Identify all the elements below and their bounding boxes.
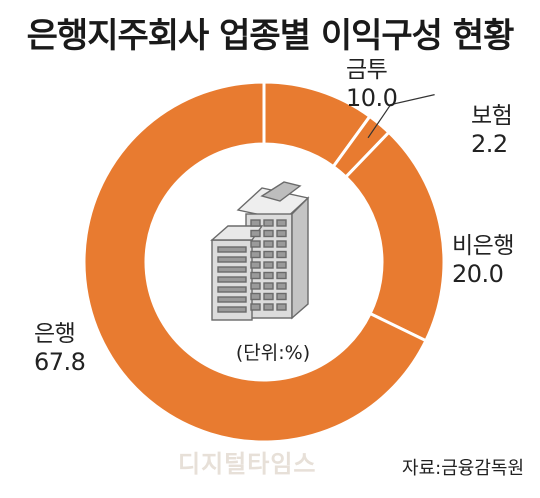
window [276, 229, 287, 238]
window [263, 250, 274, 259]
leader-line-group [367, 94, 435, 139]
window [263, 219, 274, 227]
slice-label-name: 비은행 [452, 233, 514, 259]
window [263, 271, 274, 280]
window [217, 256, 247, 263]
window [217, 306, 247, 313]
window [217, 296, 247, 303]
slice-label-value: 10.0 [346, 84, 398, 112]
window [263, 303, 274, 311]
slice-label-0: 금투 10.0 [346, 56, 398, 112]
window [276, 240, 287, 248]
slice-label-2: 비은행 20.0 [452, 232, 514, 288]
window [276, 261, 287, 269]
window [263, 261, 274, 269]
tower-side [291, 196, 309, 320]
roof-top [260, 181, 302, 202]
window [250, 303, 261, 311]
window [276, 292, 287, 301]
slice-label-name: 보험 [471, 103, 513, 129]
window [276, 271, 287, 280]
window [263, 229, 274, 238]
slices-group [82, 80, 446, 444]
building-icon [210, 181, 310, 321]
window [276, 282, 287, 290]
source-label: 자료:금융감독원 [402, 458, 524, 479]
slice-label-name: 은행 [34, 321, 76, 347]
window [250, 292, 261, 301]
window [250, 240, 261, 248]
slice-label-1: 보험 2.2 [471, 102, 513, 158]
window [250, 219, 261, 227]
window [250, 250, 261, 259]
window [263, 240, 274, 248]
leader-line [367, 94, 435, 139]
window [250, 282, 261, 290]
watermark: 디지털타임스 [178, 450, 317, 478]
slice-label-value: 20.0 [452, 260, 504, 288]
window [250, 261, 261, 269]
unit-label: (단위:%) [235, 342, 311, 364]
window [276, 250, 287, 259]
chart-title: 은행지주회사 업종별 이익구성 현황 [26, 16, 515, 56]
window [217, 286, 247, 293]
block-roof [210, 225, 264, 241]
window [217, 266, 247, 273]
slice-2 [343, 130, 446, 343]
window [250, 229, 261, 238]
window [217, 246, 247, 253]
slice-label-value: 2.2 [471, 130, 508, 158]
window [263, 282, 274, 290]
slice-3 [82, 80, 428, 444]
window [250, 271, 261, 280]
window [263, 292, 274, 301]
window [217, 276, 247, 283]
window [276, 303, 287, 311]
slice-label-value: 67.8 [34, 348, 86, 376]
slice-label-3: 은행 67.8 [34, 320, 86, 376]
slice-label-name: 금투 [346, 57, 388, 83]
window [276, 219, 287, 227]
